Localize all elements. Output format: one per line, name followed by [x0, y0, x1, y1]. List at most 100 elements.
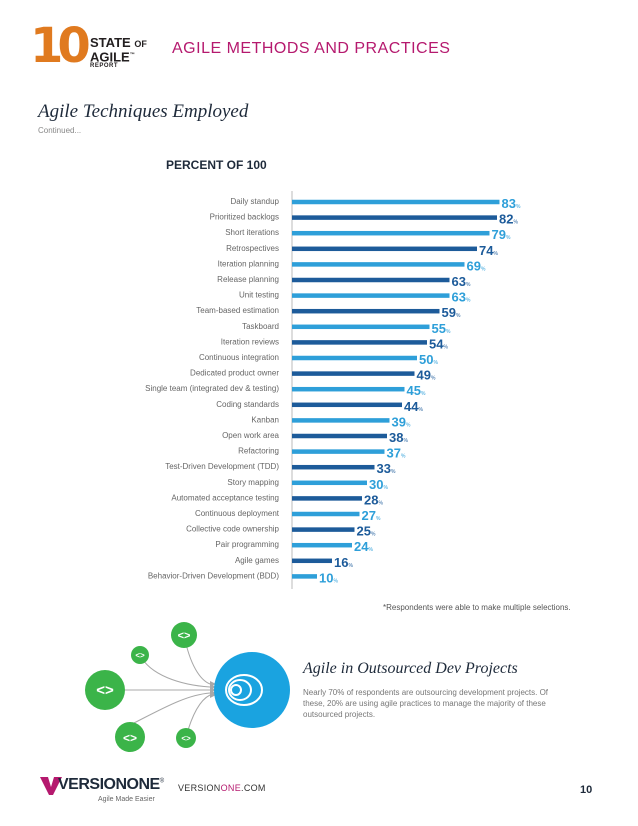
- category-label: Unit testing: [239, 291, 279, 300]
- outsource-node-upper-left: <>: [131, 646, 149, 664]
- bar: [292, 418, 390, 423]
- category-label: Single team (integrated dev & testing): [145, 384, 279, 393]
- outsource-node-left: <>: [85, 670, 125, 710]
- value-label: 69%: [467, 258, 486, 273]
- value-label: 39%: [392, 414, 411, 429]
- subsection-title: Agile in Outsourced Dev Projects: [303, 660, 518, 677]
- bar: [292, 324, 430, 330]
- bar: [292, 496, 362, 501]
- category-label: Iteration planning: [218, 259, 279, 268]
- category-label: Coding standards: [216, 400, 279, 409]
- bar: [292, 308, 440, 314]
- value-label: 82%: [499, 212, 518, 227]
- category-label: Taskboard: [242, 322, 279, 331]
- bar-chart: PERCENT OF 100 Daily standup 83% Prioritize…: [145, 158, 521, 589]
- chart-title: PERCENT OF 100: [166, 158, 267, 172]
- category-label: Continuous integration: [199, 353, 279, 362]
- bar: [292, 449, 385, 454]
- category-label: Open work area: [222, 431, 279, 440]
- bar: [292, 542, 352, 548]
- svg-text:<>: <>: [96, 682, 114, 699]
- bar: [292, 464, 375, 470]
- category-label: Story mapping: [227, 478, 279, 487]
- value-label: 54%: [429, 336, 448, 351]
- hub-icon: [214, 652, 290, 728]
- bar: [292, 355, 417, 361]
- category-label: Short iterations: [225, 228, 279, 237]
- value-label: 27%: [362, 508, 381, 523]
- bar: [292, 262, 465, 267]
- svg-text:<>: <>: [178, 630, 191, 642]
- bar: [292, 574, 317, 579]
- bar: [292, 480, 367, 486]
- bar: [292, 277, 450, 283]
- page-title: AGILE METHODS AND PRACTICES: [172, 40, 451, 57]
- bar: [292, 371, 415, 376]
- bar: [292, 199, 500, 205]
- category-label: Daily standup: [231, 197, 280, 206]
- outsource-node-lower-left: <>: [115, 722, 145, 752]
- report-header: 10 STATE OF AGILE™ REPORT AGILE METHODS …: [0, 0, 638, 80]
- category-label: Test-Driven Development (TDD): [165, 462, 279, 471]
- value-label: 55%: [432, 321, 451, 336]
- category-label: Behavior-Driven Development (BDD): [148, 571, 279, 580]
- value-label: 30%: [369, 477, 388, 492]
- bar: [292, 215, 497, 220]
- category-label: Dedicated product owner: [190, 369, 279, 378]
- value-label: 16%: [334, 555, 353, 570]
- brand-logo-icon: [40, 777, 62, 795]
- bar: [292, 511, 360, 517]
- category-label: Pair programming: [215, 540, 279, 549]
- value-label: 25%: [357, 524, 376, 539]
- brand-name: VERSIONONE®: [58, 776, 164, 793]
- svg-text:<>: <>: [181, 734, 191, 743]
- category-label: Iteration reviews: [221, 337, 279, 346]
- category-label: Agile games: [235, 556, 279, 565]
- category-label: Collective code ownership: [186, 525, 279, 534]
- value-label: 45%: [407, 383, 426, 398]
- category-label: Refactoring: [238, 447, 279, 456]
- value-label: 28%: [364, 492, 383, 507]
- value-label: 49%: [417, 368, 436, 383]
- section-note: Continued...: [38, 126, 82, 135]
- svg-text:<>: <>: [135, 651, 145, 660]
- logo-agile: AGILE™: [90, 49, 135, 65]
- value-label: 24%: [354, 539, 373, 554]
- category-label: Release planning: [217, 275, 279, 284]
- category-label: Continuous deployment: [195, 509, 280, 518]
- bar: [292, 230, 490, 236]
- subsection-body: Nearly 70% of respondents are outsourcin…: [303, 688, 549, 719]
- value-label: 37%: [387, 446, 406, 461]
- footer-url: VERSIONONE.COM: [178, 783, 266, 793]
- value-label: 44%: [404, 399, 423, 414]
- bar: [292, 402, 402, 408]
- page-number: 10: [580, 784, 593, 796]
- chart-footnote: *Respondents were able to make multiple …: [383, 603, 571, 612]
- value-label: 74%: [479, 243, 498, 258]
- value-label: 33%: [377, 461, 396, 476]
- bar: [292, 558, 332, 564]
- category-label: Retrospectives: [226, 244, 279, 253]
- svg-text:<>: <>: [123, 731, 137, 745]
- bar: [292, 293, 450, 298]
- bar: [292, 386, 405, 392]
- category-label: Kanban: [251, 415, 279, 424]
- bar: [292, 433, 387, 439]
- category-label: Team-based estimation: [196, 306, 279, 315]
- logo-state-of: STATE OF: [90, 35, 147, 50]
- outsource-node-bottom: <>: [176, 728, 196, 748]
- value-label: 83%: [502, 196, 521, 211]
- value-label: 50%: [419, 352, 438, 367]
- value-label: 38%: [389, 430, 408, 445]
- outsourcing-diagram: <> <> <> <> <>: [85, 622, 290, 752]
- bar: [292, 340, 427, 345]
- outsource-node-top: <>: [171, 622, 197, 648]
- value-label: 79%: [492, 227, 511, 242]
- category-label: Prioritized backlogs: [210, 213, 279, 222]
- value-label: 59%: [442, 305, 461, 320]
- section-title: Agile Techniques Employed: [38, 101, 249, 122]
- category-label: Automated acceptance testing: [171, 493, 279, 502]
- value-label: 63%: [452, 274, 471, 289]
- value-label: 10%: [319, 570, 338, 585]
- brand-tagline: Agile Made Easier: [98, 796, 155, 803]
